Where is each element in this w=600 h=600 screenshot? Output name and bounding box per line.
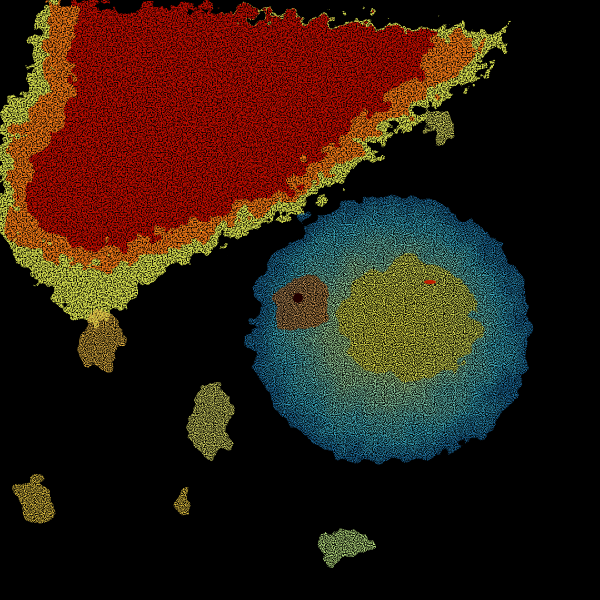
storm-region: [0, 0, 510, 330]
echo-spot: [424, 280, 436, 284]
echo-region: [17, 110, 530, 560]
radar-site: [293, 293, 303, 303]
